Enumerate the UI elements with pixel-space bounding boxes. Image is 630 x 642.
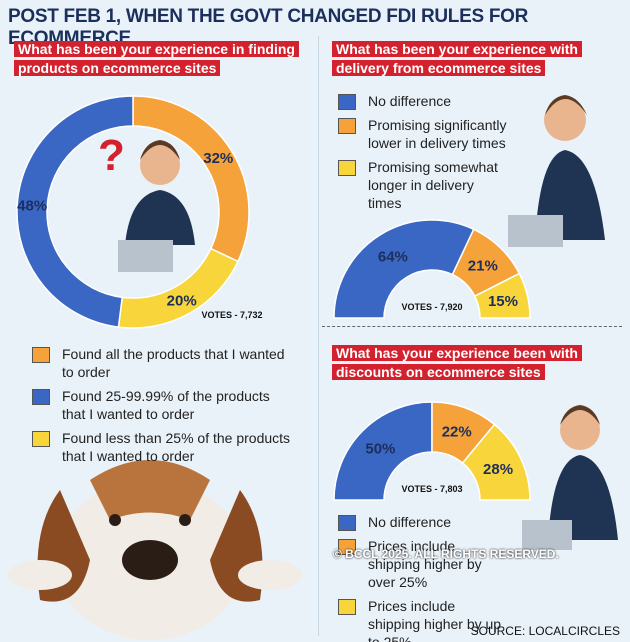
legend-item: Promising somewhat longer in delivery ti… [338,158,508,212]
data-label: 21% [468,258,498,275]
legend-label: Found all the products that I wanted to … [62,346,285,380]
data-label: 20% [167,293,197,310]
legend-swatch [338,515,356,531]
legend-label: Prices include shipping higher by up to … [368,598,502,642]
separator [322,326,622,327]
legend-swatch [32,347,50,363]
svg-text:?: ? [98,131,125,180]
legend-swatch [338,539,356,555]
chart-title: What has been your experience with deliv… [332,41,582,76]
legend-label: Prices include shipping higher by over 2… [368,538,482,590]
legend-item: No difference [338,513,508,531]
chart-title: What has your experience been with disco… [332,344,630,382]
pie-segment [333,401,433,501]
legend-swatch [338,160,356,176]
legend-item: Prices include shipping higher by up to … [338,597,508,642]
data-label: 32% [203,150,233,167]
chart-title: What has been your experience in finding… [14,40,314,78]
legend-item: Found less than 25% of the products that… [32,429,292,465]
data-label: 48% [17,198,47,215]
votes-note: VOTES - 7,732 [201,310,262,320]
legend-label: Promising significantly lower in deliver… [368,117,507,151]
data-label: 64% [378,248,408,265]
pie-segment [333,219,475,319]
pie-segment [461,423,531,501]
legend-swatch [338,599,356,615]
legend-swatch [338,118,356,134]
legend-swatch [338,94,356,110]
legend-item: No difference [338,92,508,110]
votes-note: VOTES - 7,803 [401,484,462,494]
watermark: © BCCL 2025. ALL RIGHTS RESERVED. [333,547,559,561]
source: SOURCE: LOCALCIRCLES [470,624,620,638]
legend-item: Found all the products that I wanted to … [32,345,292,381]
legend-label: Found less than 25% of the products that… [62,430,291,464]
person-illustration [508,95,618,550]
pie-segment [16,95,134,328]
separator [318,36,319,636]
legend-swatch [32,389,50,405]
chart-title: What has your experience been with disco… [332,345,582,380]
legend-label: Found 25-99.99% of the products that I w… [62,388,270,422]
legend: No difference Prices include shipping hig… [338,513,508,642]
data-label: 50% [365,440,395,457]
legend-item: Prices include shipping higher by over 2… [338,537,508,591]
legend-label: Promising somewhat longer in delivery ti… [368,159,498,211]
data-label: 22% [442,423,472,440]
legend-item: Promising significantly lower in deliver… [338,116,508,152]
pie-segment [473,272,531,319]
data-label: 28% [483,461,513,478]
legend: Found all the products that I wanted to … [32,345,292,471]
legend-label: No difference [368,93,452,109]
votes-note: VOTES - 7,920 [401,302,462,312]
chart-title: What has been your experience with deliv… [332,40,630,78]
legend: No difference Promising significantly low… [338,92,508,218]
legend-label: No difference [368,514,452,530]
person-illustration: ? [98,131,195,272]
legend-item: Found 25-99.99% of the products that I w… [32,387,292,423]
data-label: 15% [488,293,518,310]
dog-illustration [8,460,302,640]
chart-title: What has been your experience in finding… [14,41,299,76]
legend-swatch [32,431,50,447]
